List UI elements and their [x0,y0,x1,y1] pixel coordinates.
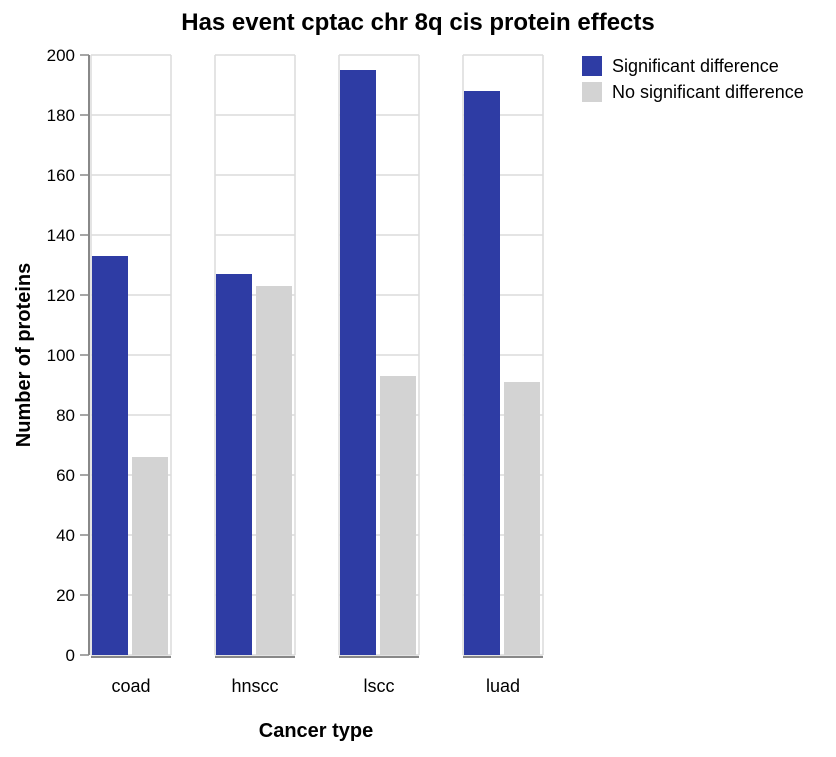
chart-title: Has event cptac chr 8q cis protein effec… [181,9,655,36]
x-tick-label: luad [486,676,520,696]
y-tick-label: 0 [66,646,75,665]
y-tick-label: 20 [56,586,75,605]
bar-hnscc-not-significant [256,286,292,655]
bar-luad-significant [464,91,500,655]
y-axis: coad hnscc lscc luad 0 20 40 60 80 100 120 140 160 18… [47,46,520,696]
y-tick-label: 100 [47,346,75,365]
bars-layer [92,70,540,655]
grid-layer [90,54,544,658]
legend-label: Significant difference [612,56,779,76]
legend-swatch-significant [582,56,602,76]
y-axis-title: Number of proteins [13,263,35,447]
bar-coad-significant [92,256,128,655]
y-tick-label: 200 [47,46,75,65]
x-tick-label: hnscc [231,676,278,696]
bar-hnscc-significant [216,274,252,655]
x-axis-title: Cancer type [259,720,374,742]
legend-swatch-not-significant [582,82,602,102]
legend: Significant difference No significant dif… [582,56,804,102]
y-tick-label: 40 [56,526,75,545]
y-tick-label: 80 [56,406,75,425]
bar-lscc-not-significant [380,376,416,655]
legend-label: No significant difference [612,82,804,102]
bar-luad-not-significant [504,382,540,655]
bar-coad-not-significant [132,457,168,655]
x-tick-label: lscc [364,676,395,696]
y-tick-label: 160 [47,166,75,185]
y-tick-label: 180 [47,106,75,125]
bar-lscc-significant [340,70,376,655]
y-tick-label: 140 [47,226,75,245]
y-tick-label: 60 [56,466,75,485]
x-tick-label: coad [111,676,150,696]
y-tick-label: 120 [47,286,75,305]
